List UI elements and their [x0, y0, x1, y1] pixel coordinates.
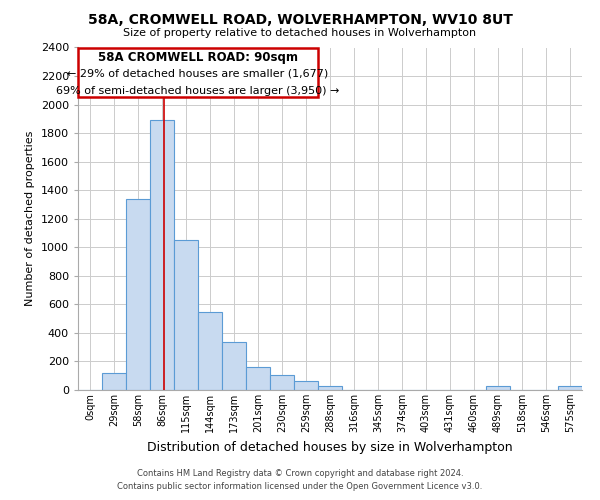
Bar — [102, 373, 126, 390]
Bar — [150, 120, 174, 390]
Bar — [174, 240, 198, 390]
X-axis label: Distribution of detached houses by size in Wolverhampton: Distribution of detached houses by size … — [147, 440, 513, 454]
Bar — [222, 342, 246, 390]
Text: 58A, CROMWELL ROAD, WOLVERHAMPTON, WV10 8UT: 58A, CROMWELL ROAD, WOLVERHAMPTON, WV10 … — [88, 12, 512, 26]
Bar — [270, 375, 294, 390]
Text: 58A CROMWELL ROAD: 90sqm: 58A CROMWELL ROAD: 90sqm — [98, 52, 298, 64]
Bar — [294, 382, 318, 390]
Y-axis label: Number of detached properties: Number of detached properties — [25, 131, 35, 306]
Bar — [198, 312, 222, 390]
Text: 69% of semi-detached houses are larger (3,950) →: 69% of semi-detached houses are larger (… — [56, 86, 340, 97]
Bar — [318, 386, 342, 390]
Bar — [126, 199, 150, 390]
Bar — [558, 386, 582, 390]
Text: ← 29% of detached houses are smaller (1,677): ← 29% of detached houses are smaller (1,… — [67, 69, 329, 79]
Text: Contains HM Land Registry data © Crown copyright and database right 2024.
Contai: Contains HM Land Registry data © Crown c… — [118, 470, 482, 491]
Bar — [486, 386, 510, 390]
Text: Size of property relative to detached houses in Wolverhampton: Size of property relative to detached ho… — [124, 28, 476, 38]
Bar — [246, 367, 270, 390]
